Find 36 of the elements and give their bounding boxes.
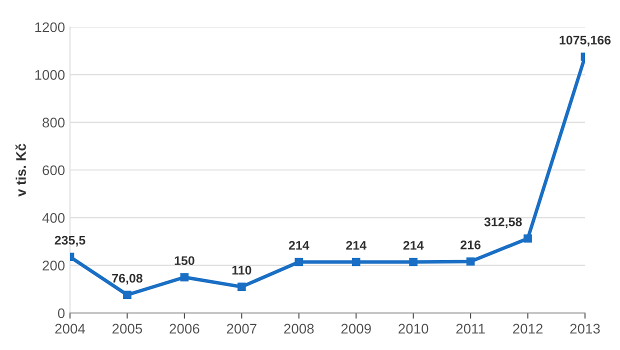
y-tick-label: 0 [58, 308, 65, 318]
x-tick-label: 2010 [398, 324, 428, 334]
y-axis-title: v tis. Kč [15, 144, 26, 197]
data-label: 110 [232, 266, 252, 275]
x-tick-label: 2009 [341, 324, 371, 334]
data-label: 150 [174, 256, 194, 266]
y-tick-label: 600 [42, 165, 65, 176]
point [409, 258, 418, 266]
x-tick-label: 2011 [456, 324, 485, 334]
x-tick-label: 2008 [284, 324, 314, 334]
data-label: 214 [346, 240, 366, 250]
data-label: 214 [288, 240, 310, 250]
x-tick-label: 2005 [112, 324, 142, 334]
data-label: 216 [460, 240, 481, 250]
point [466, 257, 475, 266]
data-label: 312,58 [484, 217, 522, 228]
point [238, 282, 246, 291]
data-label: 235,5 [54, 236, 86, 246]
point [524, 234, 532, 243]
x-tick-label: 2004 [55, 324, 86, 334]
y-tick-label: 1000 [35, 70, 65, 80]
data-label: 76,08 [112, 274, 142, 284]
x-tick-label: 2012 [513, 324, 543, 334]
x-tick-label: 2006 [170, 324, 200, 334]
data-label: 214 [403, 240, 424, 250]
point [123, 290, 132, 300]
y-tick-label: 200 [42, 260, 65, 271]
y-tick-label: 400 [42, 213, 65, 223]
x-tick-label: 2007 [226, 324, 256, 334]
x-tick-label: 2013 [570, 324, 600, 334]
data-label: 1075,166 [560, 36, 611, 46]
point [352, 258, 360, 266]
point [294, 258, 304, 266]
y-tick-label: 800 [42, 118, 65, 128]
y-tick-label: 1200 [35, 22, 65, 32]
point [180, 273, 189, 282]
